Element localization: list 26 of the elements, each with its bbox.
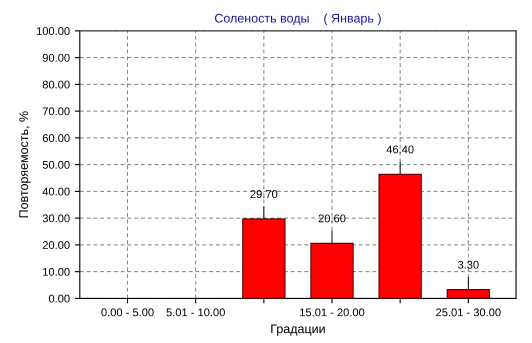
data-label: 3.30 (458, 260, 479, 269)
chart-title: Соленость воды ( Январь ) (214, 13, 381, 26)
bar (310, 242, 354, 298)
data-label: 20.60 (318, 214, 346, 222)
y-tick-label: 80.00 (42, 80, 70, 89)
x-tick-label: 5.01 - 10.00 (166, 308, 225, 316)
x-axis-title: Градации (271, 324, 325, 336)
y-tick-label: 30.00 (42, 214, 70, 222)
y-tick-label: 10.00 (43, 268, 70, 276)
x-tick-label: 0.00 - 5.00 (101, 308, 154, 316)
data-label: 46.40 (386, 145, 414, 154)
y-axis-title: Повторяемость, % (19, 111, 31, 218)
y-tick-label: 50.00 (42, 160, 70, 169)
bar (446, 289, 490, 298)
data-label: 29.70 (250, 190, 278, 198)
y-tick-label: 40.00 (42, 188, 70, 196)
y-tick-label: 0.00 (48, 294, 70, 303)
y-tick-label: 70.00 (42, 107, 70, 116)
y-tick-label: 100.00 (36, 27, 70, 36)
x-tick-label: 25.01 - 30.00 (436, 308, 501, 316)
x-tick-label: 15.01 - 20.00 (300, 308, 364, 316)
y-tick-label: 60.00 (42, 134, 70, 142)
bar (378, 174, 422, 298)
y-tick-label: 20.00 (42, 241, 70, 250)
bar (242, 218, 286, 298)
y-tick-label: 90.00 (42, 54, 70, 62)
